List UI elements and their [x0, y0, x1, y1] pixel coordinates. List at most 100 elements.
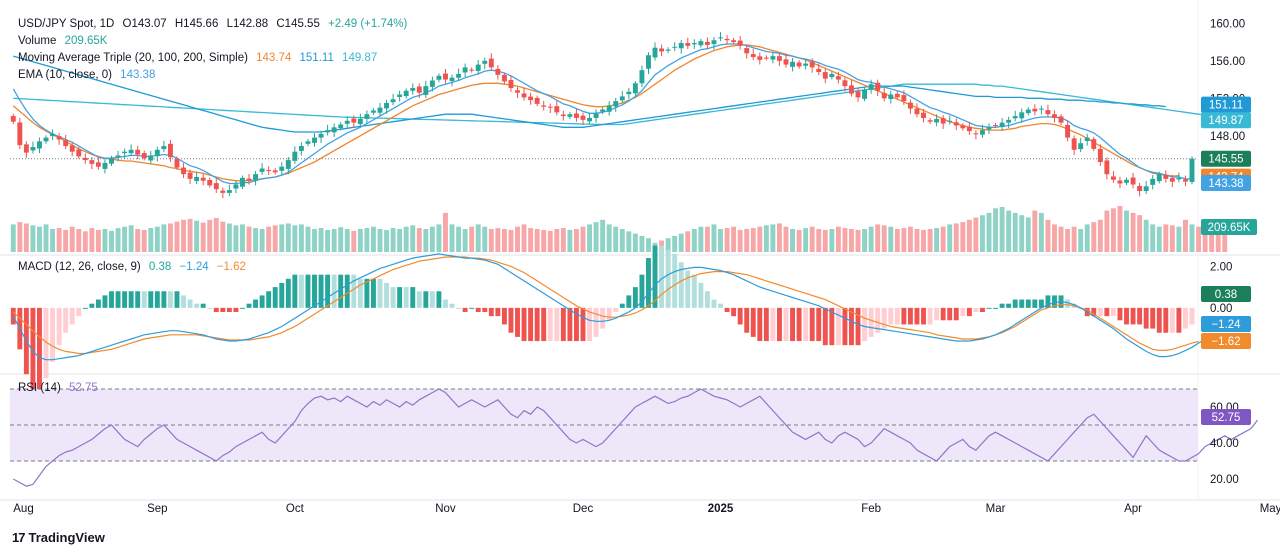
low-value: 142.88 — [232, 18, 269, 30]
macd-signal-label: −1.62 — [1211, 336, 1240, 348]
macd-histogram-bar — [285, 278, 291, 308]
candle-body — [783, 59, 789, 65]
volume-bar — [704, 226, 710, 252]
volume-bar — [1130, 212, 1136, 252]
candle-body — [737, 40, 743, 46]
candle-body — [731, 40, 737, 43]
macd-histogram-bar — [443, 299, 448, 308]
volume-bar — [953, 223, 959, 252]
volume-bar — [351, 230, 357, 252]
volume-bar — [56, 228, 62, 252]
macd-histogram-bar — [678, 262, 684, 308]
volume-bar — [469, 226, 475, 252]
macd-histogram-bar — [646, 258, 651, 308]
candle-body — [907, 102, 913, 109]
volume-bar — [69, 226, 75, 252]
candle-body — [573, 113, 579, 118]
volume-bar — [456, 226, 462, 252]
macd-histogram-bar — [37, 307, 42, 391]
volume-bar — [921, 229, 926, 252]
volume-bar — [757, 226, 763, 252]
macd-histogram-bar — [462, 307, 468, 312]
macd-histogram-bar — [357, 278, 363, 308]
time-tick-label-4: Dec — [573, 503, 594, 515]
macd-histogram-bar — [724, 307, 730, 312]
volume-bar — [567, 229, 573, 252]
macd-line-label-bg — [1201, 316, 1251, 332]
macd-histogram-bar — [292, 274, 298, 308]
macd-histogram-bar — [226, 307, 232, 312]
candle-body — [305, 141, 311, 144]
volume-bar — [573, 229, 579, 252]
macd-histogram-bar — [370, 278, 376, 308]
candle-body — [135, 149, 141, 155]
volume-bar — [384, 229, 389, 252]
macd-histogram-bar — [639, 274, 645, 308]
macd-histogram-bar — [993, 307, 999, 309]
macd-histogram-bar — [69, 307, 75, 325]
candle-body — [704, 41, 710, 45]
volume-value: 209.65K — [64, 35, 108, 47]
candle-body — [109, 158, 114, 164]
tradingview-logo[interactable]: 17 TradingView — [12, 530, 105, 545]
legend-ma[interactable]: Moving Average Triple (20, 100, 200, Sim… — [18, 52, 378, 64]
candle-body — [567, 114, 573, 117]
volume-bar — [344, 229, 350, 252]
macd-histogram-bar — [979, 307, 985, 312]
volume-bar — [102, 229, 108, 252]
candle-body — [115, 155, 121, 158]
macd-histogram-bar — [560, 307, 566, 342]
volume-bar — [580, 226, 586, 252]
legend-ema[interactable]: EMA (10, close, 0) 143.38 — [18, 69, 156, 81]
legend-rsi[interactable]: RSI (14) 52.75 — [18, 382, 98, 394]
volume-bar — [181, 219, 186, 252]
candle-body — [803, 63, 809, 66]
volume-bar — [816, 229, 822, 252]
candle-body — [357, 118, 363, 125]
macd-histogram-bar — [220, 307, 226, 312]
candle-body — [456, 73, 462, 78]
macd-histogram-bar — [685, 270, 691, 308]
macd-histogram-bar — [115, 291, 121, 308]
volume-bar — [397, 229, 403, 252]
volume-bar — [829, 229, 835, 252]
candle-body — [154, 149, 160, 157]
candle-body — [1104, 160, 1110, 175]
legend-volume[interactable]: Volume 209.65K — [18, 35, 108, 47]
macd-signal-label-bg — [1201, 333, 1251, 349]
candle-body — [43, 137, 49, 142]
macd-histogram-bar — [1038, 299, 1044, 308]
candle-body — [10, 116, 16, 122]
close-price-label-bg — [1201, 150, 1251, 167]
ma20-line — [12, 44, 1179, 182]
macd-histogram-bar — [521, 307, 527, 342]
volume-bar — [1045, 219, 1051, 252]
macd-histogram-bar — [1169, 307, 1175, 333]
volume-bar — [508, 229, 514, 252]
candle-body — [501, 74, 507, 82]
macd-histogram-bar — [816, 307, 822, 342]
rsi-value-label-bg — [1201, 409, 1251, 426]
legend-macd[interactable]: MACD (12, 26, close, 9) 0.38 −1.24 −1.62 — [18, 261, 246, 273]
macd-histogram-bar — [200, 303, 206, 308]
macd-histogram-bar — [56, 307, 62, 346]
symbol-title[interactable]: USD/JPY Spot, 1D — [18, 18, 115, 30]
macd-histogram-bar — [914, 307, 920, 325]
volume-bar — [63, 229, 69, 252]
volume-bar — [822, 229, 828, 252]
rsi-value: 52.75 — [69, 382, 98, 394]
macd-histogram-bar — [161, 291, 167, 308]
volume-bar — [1196, 226, 1202, 252]
volume-bar — [495, 228, 501, 252]
macd-histogram-bar — [43, 307, 49, 379]
candle-body — [927, 120, 933, 122]
macd-histogram-bar — [436, 291, 442, 308]
volume-bar — [312, 229, 317, 252]
volume-bar — [593, 222, 599, 252]
candle-body — [344, 120, 350, 124]
time-tick-label-9: May — [1260, 503, 1280, 515]
volume-bar — [1091, 222, 1097, 252]
candle-body — [960, 125, 966, 129]
macd-histogram-bar — [95, 299, 101, 308]
candle-body — [1065, 124, 1071, 138]
